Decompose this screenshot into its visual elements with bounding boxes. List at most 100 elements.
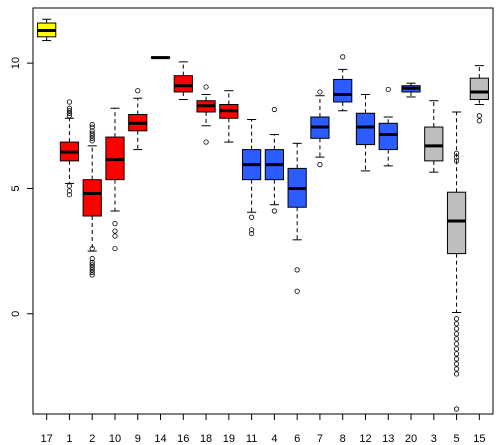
box-body <box>446 191 467 255</box>
outlier-point <box>453 154 460 160</box>
x-axis: 17 1 2 10 9 14 16 18 19 11 4 6 7 8 12 13 20 3 5 15 <box>41 414 485 445</box>
box-7 <box>310 89 330 168</box>
box-body <box>378 122 398 151</box>
box-5 <box>446 111 467 412</box>
box-17 <box>37 18 57 42</box>
x-tick-label: 9 <box>135 433 141 445</box>
x-tick-label: 5 <box>454 433 460 445</box>
box-8 <box>333 54 353 112</box>
outlier-point <box>453 351 460 357</box>
box-12 <box>355 93 376 172</box>
box-18 <box>196 84 216 145</box>
outlier-point <box>340 54 346 60</box>
outlier-point <box>89 245 95 252</box>
outlier-point <box>66 105 73 111</box>
outlier-point <box>66 192 73 198</box>
outlier-point <box>453 366 460 372</box>
outlier-point <box>203 84 209 90</box>
outlier-point <box>89 133 95 139</box>
outlier-point <box>89 272 95 278</box>
y-tick-label: 0 <box>10 311 22 317</box>
outlier-point <box>66 188 73 194</box>
x-tick-label: 6 <box>294 433 300 445</box>
outlier-point <box>66 110 73 116</box>
outlier-point <box>66 99 73 105</box>
outlier-point <box>89 259 95 265</box>
box-16 <box>173 61 193 100</box>
outlier-point <box>271 106 277 113</box>
outlier-point <box>294 288 300 294</box>
outlier-point <box>453 361 460 367</box>
x-tick-label: 14 <box>154 433 166 445</box>
box-19 <box>219 90 239 143</box>
x-tick-label: 8 <box>340 433 346 445</box>
x-tick-label: 20 <box>405 433 417 445</box>
outlier-point <box>453 371 460 377</box>
outlier-point <box>317 162 323 168</box>
x-tick-label: 18 <box>200 433 212 445</box>
outlier-point <box>453 150 460 156</box>
x-tick-label: 2 <box>89 433 95 445</box>
x-tick-label: 1 <box>66 433 72 445</box>
box-10 <box>105 107 125 252</box>
outlier-point <box>112 233 118 239</box>
outlier-point <box>271 208 277 214</box>
box-13 <box>378 86 398 167</box>
outlier-point <box>453 321 460 327</box>
outlier-point <box>89 256 95 262</box>
outlier-point <box>89 264 95 270</box>
y-tick-label: 10 <box>10 57 22 69</box>
outlier-point <box>89 262 95 268</box>
box-14 <box>150 56 171 60</box>
box-body <box>355 112 376 146</box>
outlier-point <box>112 228 118 234</box>
box-11 <box>242 119 262 237</box>
x-tick-label: 10 <box>109 433 121 445</box>
outlier-point <box>89 138 95 144</box>
outlier-point <box>453 316 460 322</box>
x-tick-label: 4 <box>271 433 277 445</box>
outlier-point <box>249 214 255 220</box>
box-6 <box>287 142 307 294</box>
box-body <box>333 78 353 103</box>
outlier-point <box>66 183 73 189</box>
outlier-point <box>89 269 95 276</box>
x-tick-label: 11 <box>246 433 257 445</box>
box-body <box>469 77 489 100</box>
box-9 <box>128 88 148 151</box>
box-body <box>173 75 193 93</box>
plot-frame <box>32 7 494 415</box>
outlier-point <box>453 406 460 412</box>
outlier-point <box>249 227 255 233</box>
outlier-point <box>453 336 460 342</box>
outlier-point <box>112 245 118 252</box>
box-body <box>424 126 444 162</box>
outlier-point <box>66 108 73 114</box>
outlier-point <box>453 158 460 164</box>
y-tick-label: 5 <box>10 185 22 191</box>
x-tick-label: 7 <box>317 433 323 445</box>
outlier-point <box>385 86 391 93</box>
outlier-point <box>203 139 209 145</box>
box-3 <box>424 100 444 173</box>
outlier-point <box>112 220 118 227</box>
box-1 <box>59 99 80 198</box>
outlier-point <box>453 346 460 352</box>
boxes-group <box>37 18 489 412</box>
x-tick-label: 16 <box>177 433 189 445</box>
outlier-point <box>249 230 255 237</box>
outlier-point <box>89 130 95 136</box>
outlier-point <box>89 267 95 273</box>
box-2 <box>82 121 102 278</box>
box-body <box>82 179 102 217</box>
box-4 <box>264 106 284 214</box>
outlier-point <box>317 89 323 95</box>
outlier-point <box>135 88 141 94</box>
box-20 <box>401 82 421 98</box>
x-tick-label: 13 <box>382 433 394 445</box>
outlier-point <box>453 326 460 332</box>
x-tick-label: 12 <box>359 433 371 445</box>
outlier-point <box>476 118 482 124</box>
outlier-point <box>89 124 95 130</box>
